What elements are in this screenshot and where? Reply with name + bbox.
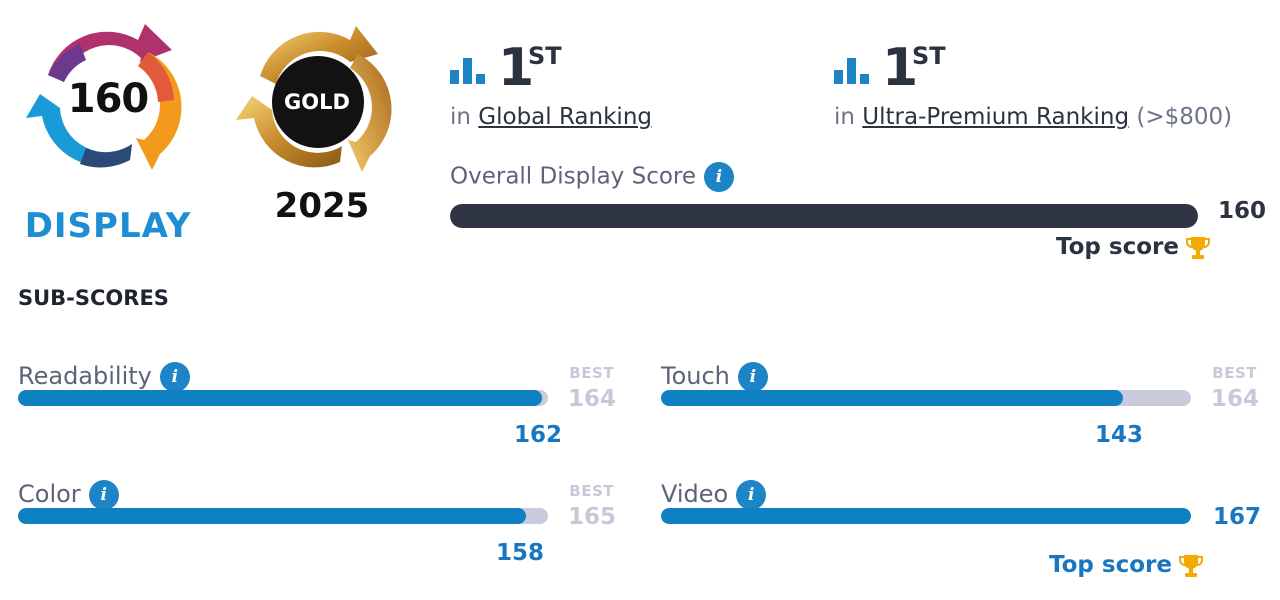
overall-score-value: 160 [1217, 198, 1266, 224]
subscores-heading: SUB-SCORES [18, 286, 169, 310]
overall-top-score: Top score [1056, 234, 1211, 261]
gold-ring-icon [236, 26, 392, 172]
score-ring-icon [26, 24, 182, 170]
rank-suffix: ST [912, 42, 946, 70]
subscore-label: Video i [661, 480, 767, 510]
top-score-label: Top score [1049, 552, 1172, 578]
top-score-label: Top score [1056, 234, 1179, 260]
info-icon[interactable]: i [736, 480, 767, 510]
gold-label: GOLD [284, 90, 350, 114]
subscore-name: Color [18, 480, 81, 508]
badge-score-number: 160 [67, 76, 150, 122]
subscore-fill [18, 508, 526, 524]
subscore-value: 143 [1094, 422, 1143, 448]
subscore-bar [661, 390, 1191, 406]
ranking-bars-icon [834, 58, 869, 84]
rank-suffix: ST [528, 42, 562, 70]
info-icon[interactable]: i [737, 362, 768, 392]
overall-score-bar [450, 204, 1198, 228]
info-icon[interactable]: i [159, 362, 190, 392]
subscore-name: Video [661, 480, 729, 508]
best-value: 165 [567, 504, 616, 530]
best-label: BEST [569, 364, 614, 382]
trophy-icon [1178, 554, 1203, 577]
subscore-bar [18, 508, 548, 524]
subscore-label: Readability i [18, 362, 190, 392]
subscore-value: 167 [1212, 504, 1261, 530]
subscore-video: Video i 167 Top score [661, 480, 1261, 590]
subscore-readability: Readability i BEST 164 162 [18, 362, 618, 472]
info-icon[interactable]: i [88, 480, 119, 510]
subscore-value: 158 [495, 540, 544, 566]
rank-prefix: in [450, 104, 471, 130]
global-ranking-link[interactable]: Global Ranking [478, 104, 652, 130]
subscore-bar [661, 508, 1191, 524]
best-label: BEST [1212, 364, 1257, 382]
subscore-fill [661, 508, 1191, 524]
trophy-icon [1185, 236, 1210, 259]
subscore-label: Color i [18, 480, 119, 510]
subscore-name: Readability [18, 362, 152, 390]
gold-award-badge: GOLD 2025 [232, 26, 396, 226]
price-range-note: (>$800) [1136, 104, 1233, 130]
best-value: 164 [1210, 386, 1259, 412]
subscore-fill [661, 390, 1124, 406]
best-label: BEST [569, 482, 614, 500]
subscore-label: Touch i [661, 362, 768, 392]
subscore-name: Touch [661, 362, 730, 390]
subscore-fill [18, 390, 542, 406]
subscore-bar [18, 390, 548, 406]
rank-number: 1 [882, 38, 919, 98]
overall-score-fill [450, 204, 1198, 228]
rank-number: 1 [498, 38, 535, 98]
ultra-premium-ranking-link[interactable]: Ultra-Premium Ranking [862, 104, 1130, 130]
award-year: 2025 [274, 186, 370, 226]
ranking-bars-icon [450, 58, 485, 84]
video-top-score: Top score [1049, 552, 1204, 579]
overall-score-label: Overall Display Score i [450, 162, 735, 192]
subscore-value: 162 [513, 422, 562, 448]
subscore-touch: Touch i BEST 164 143 [661, 362, 1261, 472]
best-value: 164 [567, 386, 616, 412]
display-score-badge: 160 DISPLAY [20, 20, 190, 246]
rank-prefix: in [834, 104, 855, 130]
subscore-color: Color i BEST 165 158 [18, 480, 618, 590]
overall-score-text: Overall Display Score [450, 163, 697, 190]
info-icon[interactable]: i [704, 162, 735, 192]
badge-display-label: DISPLAY [24, 206, 192, 246]
